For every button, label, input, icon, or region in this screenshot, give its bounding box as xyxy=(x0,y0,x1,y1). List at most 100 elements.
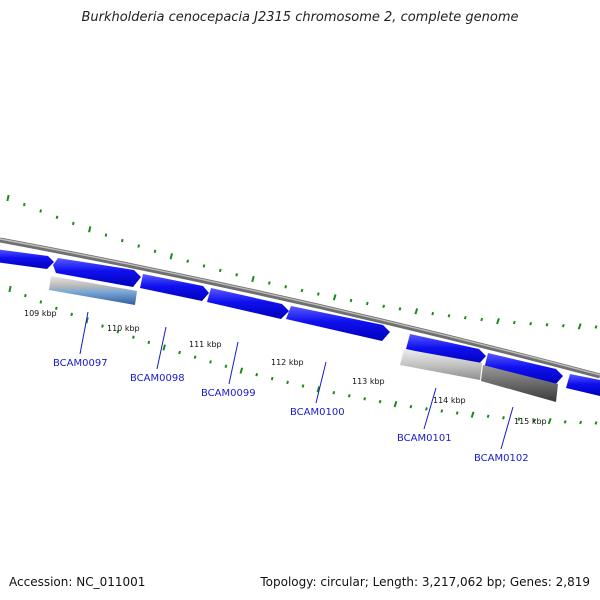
minor-tick xyxy=(349,298,353,303)
cds-feature[interactable] xyxy=(207,288,289,319)
minor-tick xyxy=(579,420,583,425)
leader-line xyxy=(315,361,327,404)
cds-track xyxy=(0,249,600,396)
minor-tick xyxy=(594,325,598,329)
minor-tick xyxy=(398,307,402,311)
minor-tick xyxy=(39,300,43,304)
minor-tick xyxy=(316,292,320,296)
minor-tick xyxy=(286,380,289,385)
minor-tick xyxy=(132,335,135,339)
minor-tick xyxy=(209,360,212,364)
minor-tick xyxy=(332,390,336,395)
minor-tick xyxy=(147,340,151,345)
minor-tick xyxy=(440,409,444,413)
leader-line xyxy=(228,341,239,385)
minor-tick xyxy=(202,264,206,268)
genome-backbone-highlight xyxy=(0,238,600,376)
major-tick xyxy=(162,344,166,351)
minor-tick xyxy=(480,317,484,322)
gene-label-bcam0099[interactable]: BCAM0099 xyxy=(201,388,256,399)
minor-tick xyxy=(55,215,59,219)
ruler-label: 114 kbp xyxy=(433,396,466,405)
accession-text: Accession: NC_011001 xyxy=(9,575,146,589)
major-tick xyxy=(251,275,255,283)
gene-feature-bcam0097[interactable] xyxy=(49,276,137,305)
minor-tick xyxy=(463,315,467,320)
minor-tick xyxy=(186,259,190,263)
minor-tick xyxy=(218,268,222,273)
cds-feature[interactable] xyxy=(53,258,141,287)
minor-tick xyxy=(116,330,120,334)
major-tick xyxy=(169,253,174,260)
gene-label-bcam0098[interactable]: BCAM0098 xyxy=(130,373,185,384)
cds-feature[interactable] xyxy=(140,274,209,301)
cds-feature[interactable] xyxy=(0,249,54,269)
cds-feature[interactable] xyxy=(566,374,600,396)
cds-feature[interactable] xyxy=(406,334,486,365)
minor-tick xyxy=(447,314,451,318)
minor-tick xyxy=(512,320,516,325)
leader-lines xyxy=(79,311,514,450)
minor-tick xyxy=(378,399,382,404)
minor-tick xyxy=(70,312,74,317)
gene-label-bcam0102[interactable]: BCAM0102 xyxy=(474,453,529,464)
gene-label-bcam0100[interactable]: BCAM0100 xyxy=(290,407,345,418)
minor-tick xyxy=(486,414,490,419)
major-tick xyxy=(470,411,475,418)
gene-feature-bcam0102[interactable] xyxy=(481,365,558,402)
ruler-label: 111 kbp xyxy=(189,340,222,349)
major-tick xyxy=(88,226,92,233)
minor-tick xyxy=(561,323,565,328)
minor-tick xyxy=(301,384,305,388)
ruler-label: 112 kbp xyxy=(271,358,304,367)
minor-tick xyxy=(270,376,274,381)
gene-label-bcam0101[interactable]: BCAM0101 xyxy=(397,433,452,444)
genome-backbone xyxy=(0,237,600,379)
minor-tick xyxy=(532,418,536,422)
ruler-label: 115 kbp xyxy=(514,417,547,426)
leader-line xyxy=(423,387,437,430)
minor-tick xyxy=(23,202,26,207)
minor-tick xyxy=(347,394,351,398)
minor-tick xyxy=(104,233,108,237)
minor-tick xyxy=(517,417,521,421)
ruler-label: 110 kbp xyxy=(107,324,140,333)
minor-tick xyxy=(224,364,228,369)
major-tick xyxy=(332,294,337,301)
outer-tick-track xyxy=(6,194,598,330)
gene-feature-bcam0101[interactable] xyxy=(400,349,482,380)
leader-line xyxy=(500,406,514,450)
minor-tick xyxy=(594,421,598,425)
minor-tick xyxy=(284,285,288,289)
map-title: Burkholderia cenocepacia J2315 chromosom… xyxy=(81,10,519,25)
minor-tick xyxy=(382,304,386,309)
major-tick xyxy=(414,308,419,315)
minor-tick xyxy=(193,355,197,359)
cds-feature[interactable] xyxy=(286,306,390,341)
minor-tick xyxy=(235,273,239,277)
minor-tick xyxy=(363,397,367,401)
minor-tick xyxy=(545,323,549,327)
major-tick xyxy=(6,194,10,202)
genome-summary-text: Topology: circular; Length: 3,217,062 bp… xyxy=(260,575,590,589)
minor-tick xyxy=(39,209,42,213)
major-tick xyxy=(393,401,398,408)
leader-line xyxy=(79,311,89,355)
minor-tick xyxy=(409,404,413,409)
minor-tick xyxy=(431,311,435,316)
gene-label-bcam0097[interactable]: BCAM0097 xyxy=(53,358,108,369)
major-tick xyxy=(577,323,582,330)
minor-tick xyxy=(153,249,157,253)
minor-tick xyxy=(502,416,505,420)
major-tick xyxy=(496,317,500,325)
minor-tick xyxy=(529,321,533,326)
minor-tick xyxy=(120,238,124,243)
cds-feature[interactable] xyxy=(484,353,563,385)
minor-tick xyxy=(101,324,104,328)
major-tick xyxy=(547,417,552,425)
gene-track xyxy=(49,276,558,402)
minor-tick xyxy=(300,288,304,293)
ruler-labels: 109 kbp 110 kbp 111 kbp 112 kbp 113 kbp … xyxy=(24,309,547,426)
minor-tick xyxy=(267,281,271,285)
